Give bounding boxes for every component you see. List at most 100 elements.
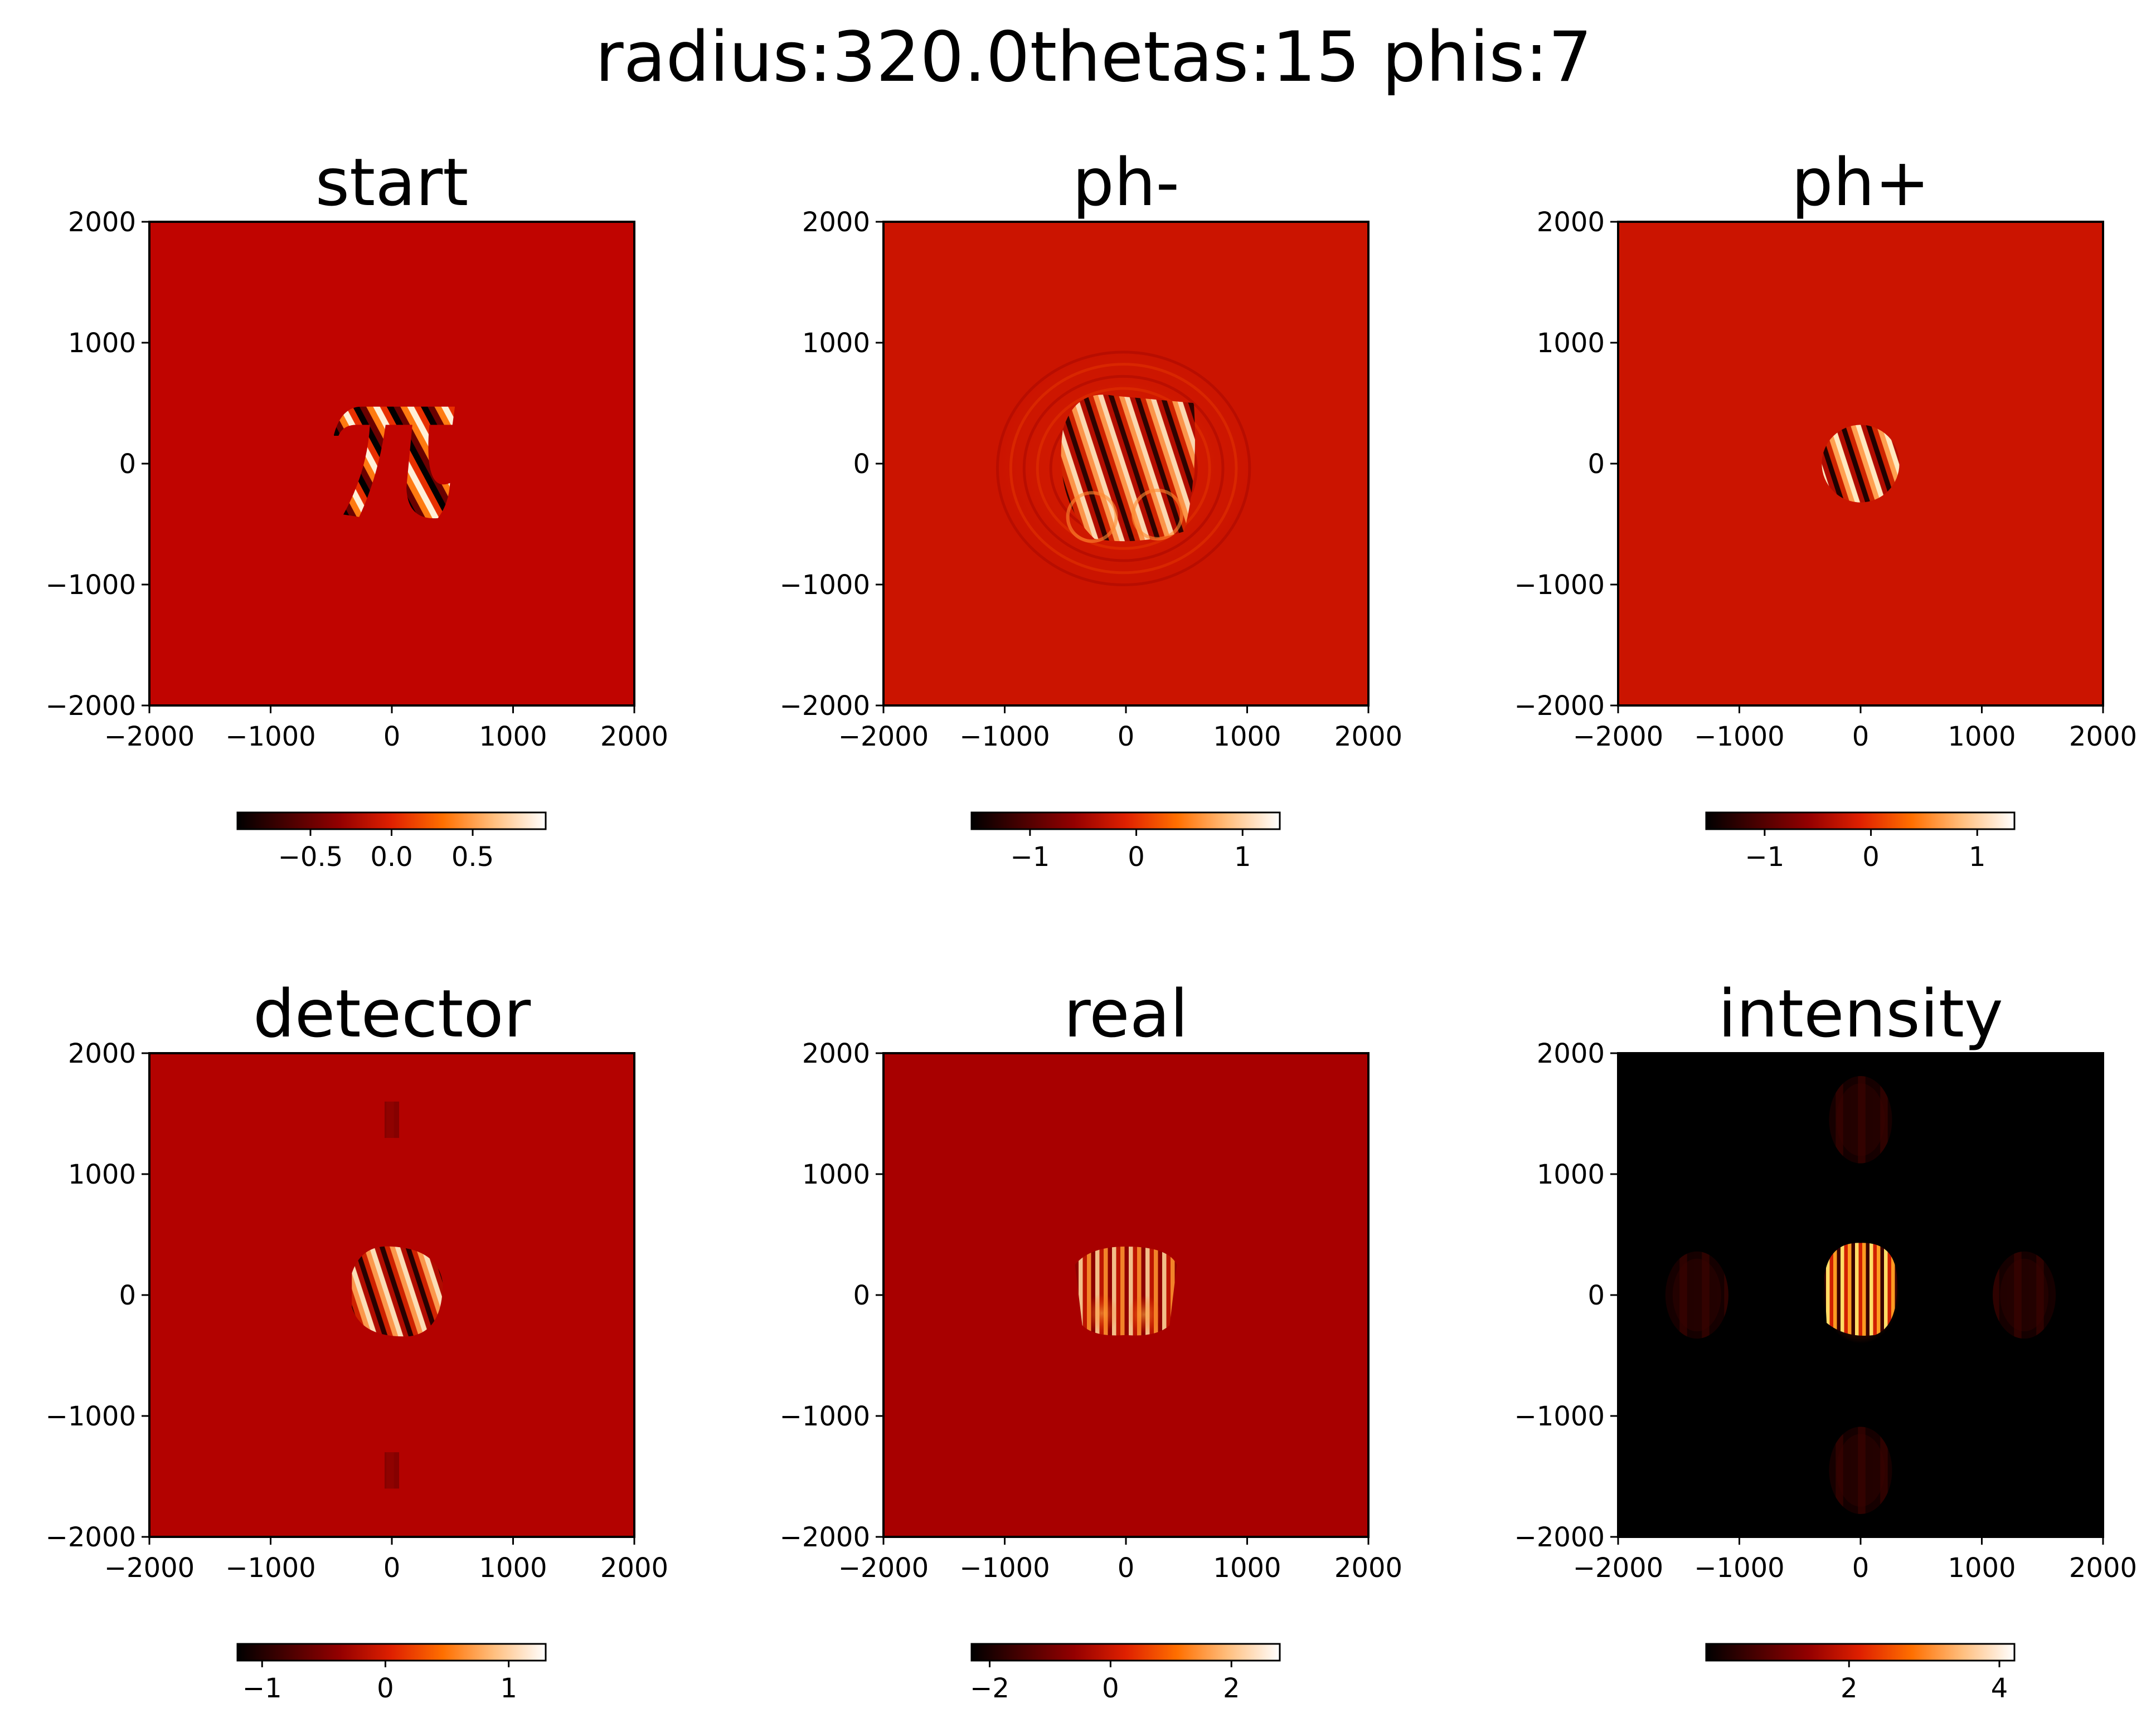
ripple-ring <box>996 351 1251 587</box>
x-tick-label: 1000 <box>479 721 547 752</box>
y-tick-label: −1000 <box>780 570 870 601</box>
x-tick-label: −1000 <box>959 1552 1050 1584</box>
x-tick-label: −2000 <box>838 721 929 752</box>
colorbar-tick-label: 0.5 <box>451 841 494 873</box>
x-tick-label: −2000 <box>1573 721 1663 752</box>
y-tick-label: 2000 <box>802 207 870 238</box>
y-tick-label: −2000 <box>1514 1522 1605 1553</box>
y-tick-label: −2000 <box>46 1522 136 1553</box>
y-tick-label: 1000 <box>1537 1159 1605 1190</box>
colorbar-tick-label: 0 <box>1128 841 1145 873</box>
y-tick-label: 0 <box>1587 1280 1605 1311</box>
panel-title: real <box>1064 975 1188 1052</box>
x-tick-label: 1000 <box>1948 721 2016 752</box>
y-tick-label: −2000 <box>780 1522 870 1553</box>
colorbar-tick-label: 1 <box>1969 841 1986 873</box>
ripple-fringes <box>1061 395 1195 542</box>
heatmap-image <box>1618 222 2103 705</box>
heatmap-image <box>149 1053 634 1537</box>
panel-title: start <box>315 144 469 221</box>
x-tick-label: 0 <box>383 721 401 752</box>
y-tick-label: 1000 <box>68 1159 136 1190</box>
heatmap-image <box>1618 1053 2103 1537</box>
x-tick-label: 0 <box>1118 721 1135 752</box>
y-tick-label: 1000 <box>1537 328 1605 359</box>
intensity-side-lobe-glow <box>2000 1258 2049 1332</box>
y-tick-label: 0 <box>853 449 870 480</box>
y-tick-label: −1000 <box>1514 570 1605 601</box>
colorbar <box>237 1644 546 1661</box>
y-tick-label: 0 <box>1587 449 1605 480</box>
intensity-side-lobe-glow <box>1836 1434 1885 1507</box>
figure-suptitle: radius:320.0thetas:15 phis:7 <box>595 17 1592 98</box>
colorbar-tick-label: −2 <box>970 1673 1009 1704</box>
subplot-detector: detector −2000 −1000 0 1000 2000 2000 1000 0 −100… <box>46 975 668 1704</box>
colorbar-tick-label: 1 <box>1234 841 1251 873</box>
x-tick-label: −2000 <box>838 1552 929 1584</box>
y-tick-label: −1000 <box>46 570 136 601</box>
y-tick-label: 2000 <box>1537 207 1605 238</box>
x-tick-label: 1000 <box>1213 1552 1281 1584</box>
detector-blob <box>352 1246 443 1337</box>
x-tick-label: 2000 <box>1334 1552 1402 1584</box>
panel-title: ph- <box>1072 144 1179 221</box>
x-tick-label: 1000 <box>1948 1552 2016 1584</box>
panel-title: ph+ <box>1791 144 1930 221</box>
y-tick-label: 2000 <box>802 1038 870 1069</box>
intensity-side-lobe-glow <box>1836 1083 1885 1156</box>
subplot-ph: ph+ −2000 −1000 0 1000 2000 2000 1000 0 −1000 −200… <box>1514 144 2137 873</box>
colorbar <box>237 812 546 829</box>
colorbar-tick-label: −1 <box>242 1673 282 1704</box>
y-tick-label: 2000 <box>1537 1038 1605 1069</box>
y-tick-label: 1000 <box>68 328 136 359</box>
heatmap-image <box>883 222 1368 705</box>
subplot-ph: ph- −2000 −1000 0 1000 2000 2000 1000 0 −1000 −200… <box>780 144 1402 873</box>
colorbar-tick-label: 2 <box>1223 1673 1240 1704</box>
detector-ghost-top <box>384 1101 400 1138</box>
subplot-start: start −2000 −1000 0 1000 2000 2000 1000 0 −1000 −2… <box>46 144 668 873</box>
detector-ghost-bottom <box>384 1452 400 1489</box>
x-tick-label: −1000 <box>1694 721 1784 752</box>
intensity-side-lobe <box>1993 1251 2056 1339</box>
x-tick-label: −1000 <box>225 721 315 752</box>
colorbar-frame <box>1705 811 2016 830</box>
ripple-core <box>1061 395 1195 543</box>
x-tick-label: 0 <box>1118 1552 1135 1584</box>
colorbar-tick-label: 0.0 <box>370 841 412 873</box>
colorbar-frame <box>236 1643 547 1662</box>
y-tick-label: −2000 <box>46 690 136 722</box>
x-tick-label: −2000 <box>1573 1552 1663 1584</box>
colorbar-tick-label: 0 <box>1102 1673 1119 1704</box>
colorbar-tick-label: 4 <box>1991 1673 2008 1704</box>
ripple-ring <box>1036 387 1211 550</box>
pi-right-leg <box>406 424 450 519</box>
x-tick-label: 1000 <box>1213 721 1281 752</box>
pi-left-leg <box>343 424 386 517</box>
colorbar-tick-label: −1 <box>1010 841 1050 873</box>
x-tick-label: −1000 <box>225 1552 315 1584</box>
intensity-central-peak <box>1824 1243 1897 1336</box>
colorbar-frame <box>970 811 1281 830</box>
intensity-side-lobe <box>1665 1251 1728 1339</box>
colorbar-frame <box>970 1643 1281 1662</box>
x-tick-label: 2000 <box>2069 1552 2137 1584</box>
colorbar <box>972 1644 1280 1661</box>
intensity-side-lobe <box>1829 1076 1892 1164</box>
pi-bar <box>333 406 455 436</box>
panel-title: detector <box>253 975 531 1052</box>
heatmap-background <box>149 222 634 705</box>
y-tick-label: −1000 <box>1514 1401 1605 1432</box>
colorbar-tick-label: 1 <box>500 1673 517 1704</box>
ripple-ring <box>1022 374 1225 562</box>
x-tick-label: −1000 <box>959 721 1050 752</box>
colorbar <box>1706 1644 2014 1661</box>
pi-glyph <box>333 406 455 519</box>
x-tick-label: 0 <box>1852 721 1869 752</box>
x-tick-label: −2000 <box>104 721 195 752</box>
heatmap-image <box>883 1053 1368 1537</box>
heatmap-image <box>149 222 634 705</box>
x-tick-label: 2000 <box>600 1552 668 1584</box>
y-tick-label: −2000 <box>780 690 870 722</box>
real-bright-right <box>1127 1295 1162 1334</box>
